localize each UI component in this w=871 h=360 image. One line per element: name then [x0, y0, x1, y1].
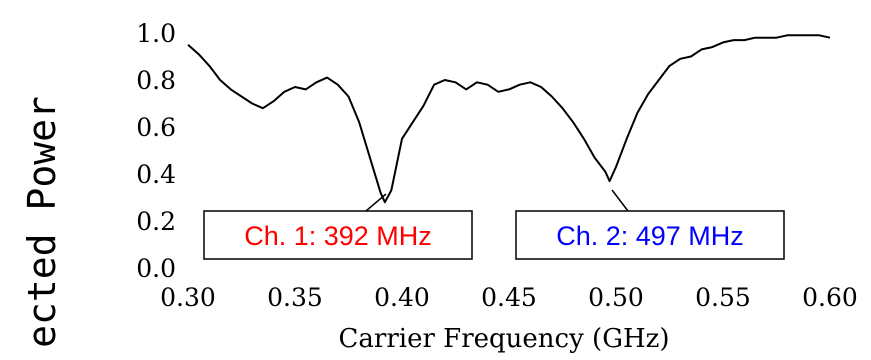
annotation-ch2-box	[515, 210, 785, 260]
annotation-ch2: Ch. 2: 497 MHz	[515, 189, 785, 260]
x-tick-label: 0.45	[481, 283, 537, 312]
annotation-ch2-text: Ch. 2: 497 MHz	[556, 221, 744, 251]
y-tick-label: 0.0	[136, 254, 176, 283]
x-axis-title: Carrier Frequency (GHz)	[339, 324, 670, 354]
annotation-ch1-leader	[365, 193, 387, 212]
series-line	[187, 34, 831, 204]
x-tick-label: 0.55	[695, 283, 751, 312]
x-tick-label: 0.35	[267, 283, 323, 312]
annotation-ch1-box	[203, 210, 473, 260]
x-tick-label: 0.40	[374, 283, 430, 312]
y-tick-label: 0.4	[136, 160, 176, 189]
y-tick-label: 1.0	[136, 19, 176, 48]
y-tick-label: 0.8	[136, 66, 176, 95]
x-tick-label: 0.30	[160, 283, 216, 312]
y-axis-title: ected Power	[20, 96, 64, 348]
annotation-ch1: Ch. 1: 392 MHz	[203, 193, 473, 260]
y-tick-label: 0.6	[136, 113, 176, 142]
x-tick-label: 0.50	[588, 283, 644, 312]
annotation-ch1-text: Ch. 1: 392 MHz	[244, 221, 432, 251]
y-tick-label: 0.2	[136, 207, 176, 236]
x-tick-label: 0.60	[802, 283, 858, 312]
annotation-ch2-leader	[611, 189, 629, 212]
